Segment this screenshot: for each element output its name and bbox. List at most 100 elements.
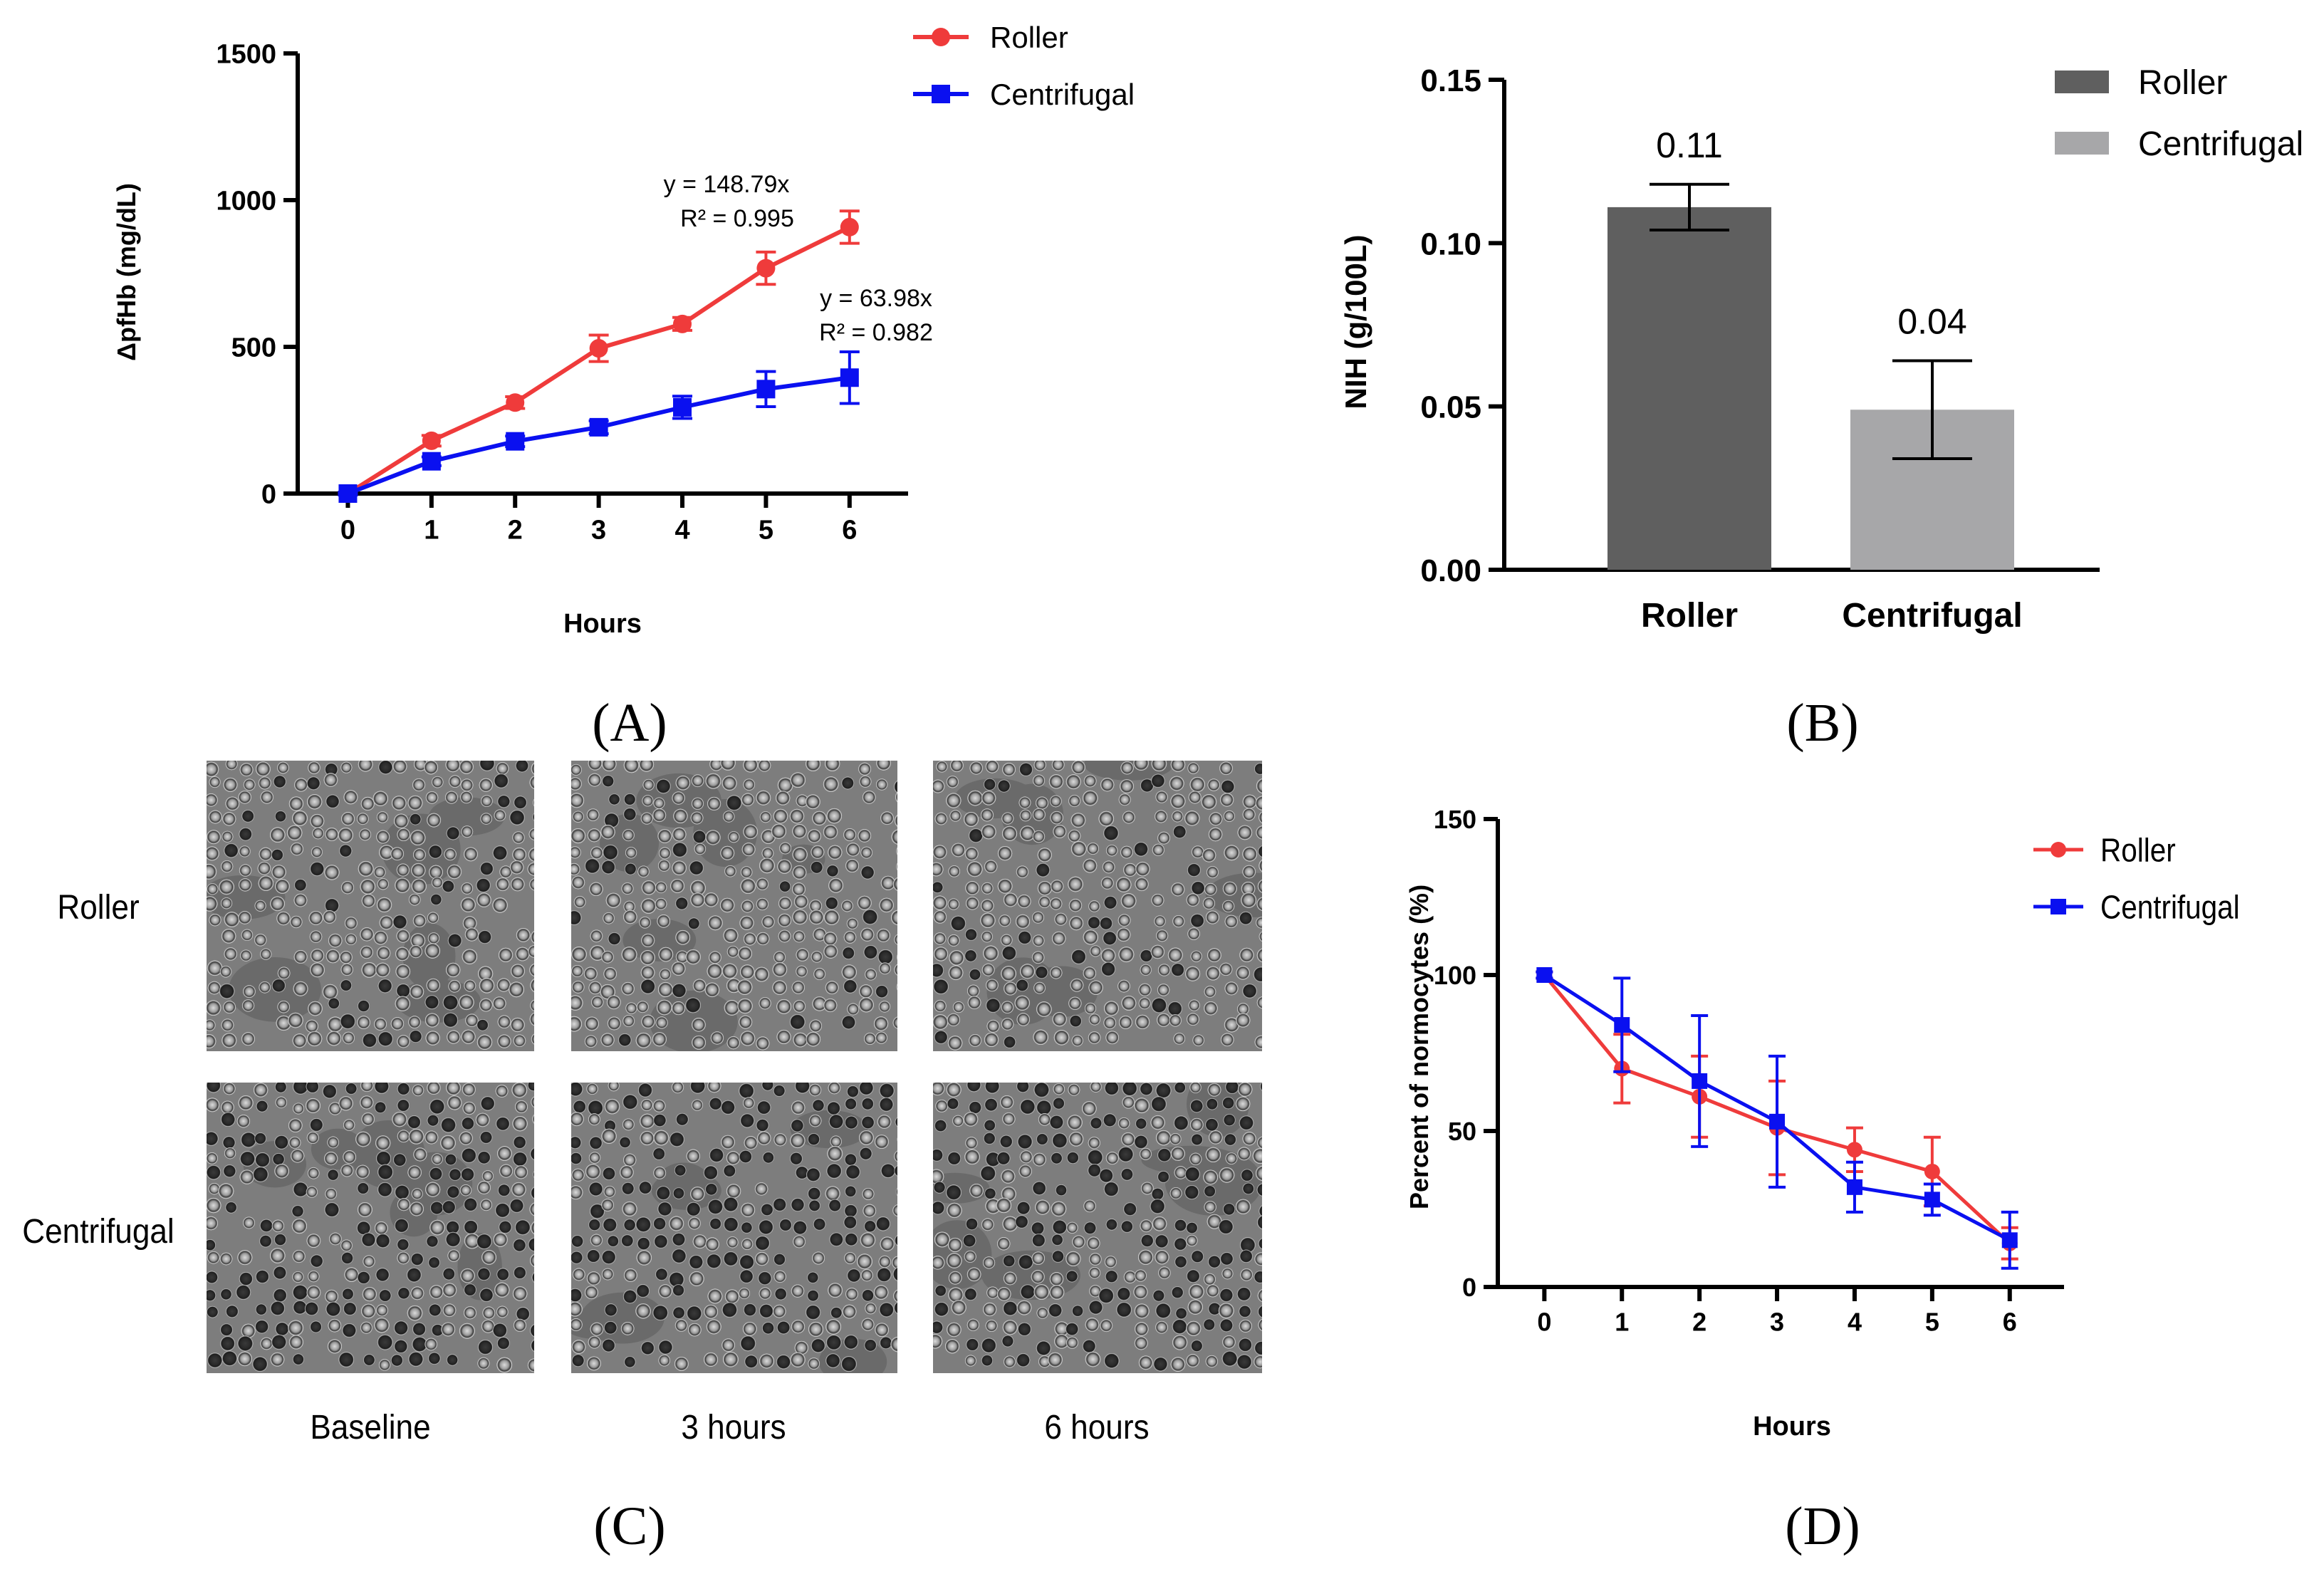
micrograph-roller-3-hours-cell <box>792 847 808 862</box>
micrograph-roller-baseline-cell <box>476 877 491 893</box>
micrograph-roller-baseline-cell <box>222 1033 237 1048</box>
micrograph-centrifugal-baseline-cell <box>236 1115 251 1128</box>
micrograph-roller-baseline-cell <box>310 861 325 877</box>
micrograph-roller-6-hours-cell <box>1241 892 1257 908</box>
micrograph-roller-6-hours-cell <box>984 1032 999 1047</box>
chart-b-bar-roller <box>1607 207 1771 570</box>
micrograph-roller-3-hours-cell <box>707 915 723 931</box>
micrograph-roller-6-hours-cell <box>1222 900 1235 913</box>
micrograph-centrifugal-baseline-cell <box>207 1352 223 1368</box>
micrograph-centrifugal-baseline-cell <box>464 1220 479 1234</box>
micrograph-roller-3-hours-cell <box>894 964 897 976</box>
micrograph-roller-3-hours-cell <box>670 878 685 893</box>
micrograph-roller-baseline-cell <box>411 862 426 878</box>
micrograph-roller-baseline-cell <box>243 778 256 791</box>
micrograph-roller-3-hours-cell <box>724 865 736 877</box>
micrograph-roller-baseline-cell <box>306 1031 323 1047</box>
micrograph-roller-baseline-cell <box>464 927 479 942</box>
micrograph-centrifugal-6-hours-cell <box>1072 1235 1085 1249</box>
micrograph-centrifugal-baseline-cell <box>207 1251 220 1264</box>
micrograph-roller-3-hours-cell <box>675 775 691 791</box>
micrograph-roller-3-hours-cell <box>606 995 621 1010</box>
micrograph-centrifugal-3-hours-cell <box>806 1167 820 1182</box>
micrograph-centrifugal-3-hours-cell <box>653 1166 667 1179</box>
micrograph-centrifugal-baseline-cell <box>225 1305 239 1318</box>
micrograph-roller-6-hours-cell <box>1088 980 1103 995</box>
micrograph-roller-baseline-cell <box>223 777 238 792</box>
micrograph-centrifugal-3-hours-cell <box>722 1351 739 1367</box>
micrograph-centrifugal-baseline-cell <box>222 1350 238 1367</box>
micrograph-centrifugal-baseline-cell <box>392 1112 407 1127</box>
micrograph-roller-3-hours-cell <box>724 1000 740 1016</box>
micrograph-centrifugal-baseline-cell <box>340 1239 353 1252</box>
micrograph-roller-baseline-cell <box>239 864 252 877</box>
micrograph-centrifugal-baseline-cell <box>531 1187 534 1199</box>
micrograph-roller-baseline-cell <box>390 1017 405 1031</box>
micrograph-centrifugal-3-hours-cell <box>601 1249 616 1265</box>
micrograph-centrifugal-baseline-cell <box>270 1352 285 1367</box>
micrograph-centrifugal-6-hours-cell <box>1174 1237 1187 1251</box>
micrograph-centrifugal-6-hours-cell <box>1103 1182 1119 1197</box>
micrograph-roller-3-hours-cell <box>602 775 615 788</box>
micrograph-roller-baseline-cell <box>377 946 391 960</box>
micrograph-centrifugal-baseline-cell <box>394 1339 408 1354</box>
micrograph-roller-3-hours-cell <box>896 862 897 870</box>
micrograph-roller-3-hours-cell <box>776 1029 791 1044</box>
micrograph-roller-baseline-cell <box>426 978 440 993</box>
micrograph-centrifugal-baseline-cell <box>307 1167 320 1179</box>
micrograph-roller-baseline-cell <box>496 877 510 892</box>
micrograph-centrifugal-6-hours-cell <box>1049 1272 1064 1286</box>
micrograph-roller-3-hours-cell <box>790 772 806 788</box>
micrograph-roller-6-hours-cell <box>1151 893 1164 907</box>
micrograph-roller-3-hours-cell <box>601 860 615 875</box>
micrograph-roller-3-hours-cell <box>656 778 671 794</box>
micrograph-centrifugal-3-hours-cell <box>707 1288 723 1304</box>
micrograph-centrifugal-3-hours-cell <box>723 1197 739 1212</box>
micrograph-centrifugal-baseline-cell <box>219 1252 233 1266</box>
micrograph-centrifugal-baseline-cell <box>329 1232 342 1246</box>
micrograph-roller-3-hours-cell <box>825 761 840 771</box>
micrograph-centrifugal-baseline-cell <box>361 1303 376 1319</box>
micrograph-roller-baseline-cell <box>327 1016 343 1033</box>
micrograph-roller-3-hours-cell <box>672 791 685 805</box>
micrograph-roller-3-hours-cell <box>847 1003 860 1016</box>
chart-d-legend-centrifugal-label: Centrifugal <box>2100 890 2240 926</box>
micrograph-centrifugal-3-hours-cell <box>812 1099 825 1112</box>
micrograph-centrifugal-baseline-cell <box>328 1102 342 1115</box>
micrograph-roller-6-hours-cell <box>1036 862 1051 877</box>
micrograph-centrifugal-6-hours-cell <box>1016 1300 1032 1315</box>
micrograph-centrifugal-baseline-cell <box>513 1318 527 1332</box>
micrograph-centrifugal-3-hours-cell <box>689 1083 706 1094</box>
micrograph-centrifugal-6-hours-cell <box>933 1320 944 1334</box>
micrograph-roller-6-hours-cell <box>969 969 981 981</box>
micrograph-centrifugal-3-hours-cell <box>791 1100 806 1115</box>
micrograph-centrifugal-3-hours-cell <box>706 1319 721 1335</box>
micrograph-centrifugal-baseline-cell <box>424 1338 438 1351</box>
micrograph-centrifugal-6-hours-cell <box>1103 1113 1117 1127</box>
micrograph-roller-3-hours-cell <box>875 985 889 999</box>
micrograph-centrifugal-3-hours-cell <box>873 1285 889 1300</box>
micrograph-centrifugal-3-hours-cell <box>652 1305 669 1321</box>
micrograph-centrifugal-3-hours-cell <box>880 1336 892 1350</box>
micrograph-centrifugal-6-hours-cell <box>1207 1214 1222 1229</box>
micrograph-roller-baseline-cell <box>478 930 492 944</box>
micrograph-roller-baseline-cell <box>339 844 353 858</box>
micrograph-roller-3-hours-cell <box>796 794 809 808</box>
micrograph-centrifugal-3-hours-cell <box>790 1152 803 1165</box>
micrograph-roller-3-hours-cell <box>571 828 586 844</box>
micrograph-centrifugal-baseline-cell <box>428 1352 441 1365</box>
micrograph-centrifugal-3-hours-cell <box>807 1289 819 1302</box>
micrograph-roller-baseline-cell <box>340 963 353 976</box>
micrograph-centrifugal-6-hours-cell <box>1117 1287 1131 1301</box>
micrograph-centrifugal-baseline-cell <box>344 1267 359 1282</box>
micrograph-centrifugal-baseline-cell <box>499 1164 514 1178</box>
micrograph-roller-baseline-cell <box>293 893 308 907</box>
micrograph-roller-3-hours-cell <box>608 793 620 806</box>
micrograph-centrifugal-baseline-cell <box>464 1233 480 1249</box>
micrograph-centrifugal-6-hours-cell <box>948 1271 962 1285</box>
micrograph-centrifugal-baseline-cell <box>479 1288 494 1302</box>
micrograph-roller-3-hours-cell <box>894 814 897 827</box>
micrograph-centrifugal-6-hours-cell <box>1085 1318 1100 1332</box>
micrograph-roller-3-hours-cell <box>860 865 875 880</box>
micrograph-roller-6-hours-cell <box>1115 877 1132 892</box>
